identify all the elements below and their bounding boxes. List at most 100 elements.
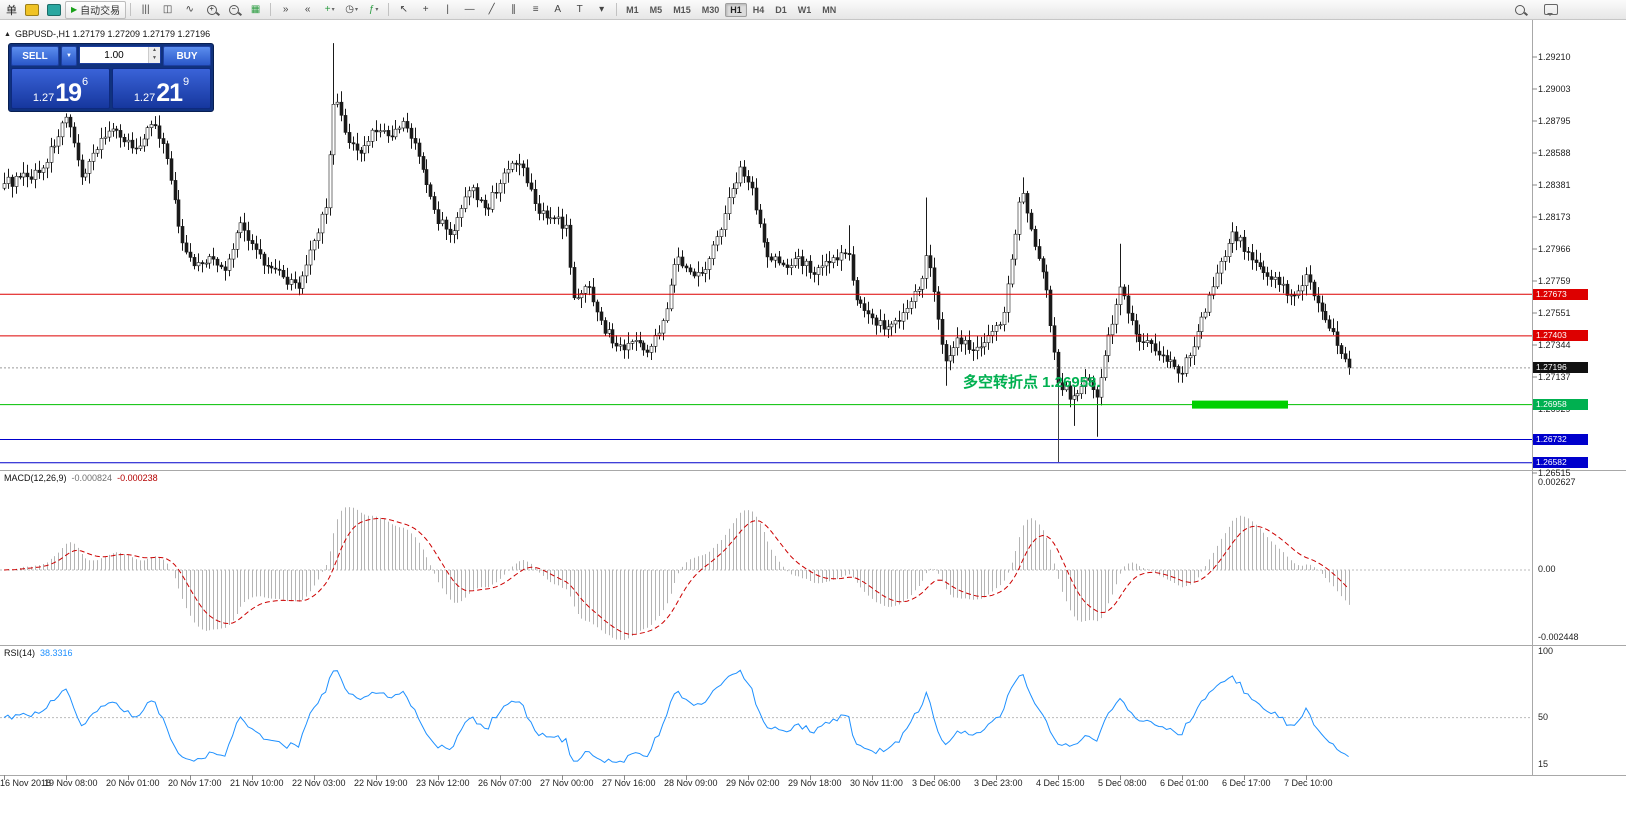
buy-button[interactable]: BUY	[163, 46, 211, 66]
candle-body	[1339, 345, 1344, 354]
chart-ohlc-header: ▲ GBPUSD-,H1 1.27179 1.27209 1.27179 1.2…	[4, 29, 210, 39]
candle-body	[328, 154, 333, 209]
candle-body	[1095, 389, 1100, 398]
candle-body	[60, 122, 65, 138]
candle-body	[676, 256, 681, 265]
candle-body	[804, 260, 809, 267]
sell-button[interactable]: SELL	[11, 46, 59, 66]
fibonacci-icon[interactable]: ≡	[525, 1, 546, 19]
chart-shift-icon[interactable]: «	[297, 1, 318, 19]
candle-body	[130, 139, 135, 149]
candle-body	[1013, 233, 1018, 260]
zoom-in-icon[interactable]: +	[201, 1, 222, 19]
buy-price-prefix: 1.27	[133, 92, 156, 104]
horizontal-line-icon[interactable]: —	[459, 1, 480, 19]
chart-canvas[interactable]	[0, 20, 1626, 823]
timeframe-button-m15[interactable]: M15	[673, 4, 691, 15]
candle-body	[692, 271, 697, 277]
candle-body	[831, 257, 836, 264]
volume-up-button[interactable]: ▲	[149, 47, 160, 55]
candle-body	[913, 290, 918, 302]
timeframe-button-m5[interactable]: M5	[649, 4, 663, 15]
time-axis-label: 4 Dec 15:00	[1036, 778, 1085, 788]
timeframe-button-w1[interactable]: W1	[797, 4, 812, 15]
candle-body	[405, 121, 410, 129]
buy-price-button[interactable]: 1.27 21 9	[112, 68, 211, 109]
autotrading-button[interactable]: ▶ 自动交易	[65, 0, 127, 19]
buy-price-point: 9	[183, 76, 190, 88]
time-axis-label: 26 Nov 07:00	[478, 778, 532, 788]
trendline-icon[interactable]: ╱	[481, 1, 502, 19]
timeframe-button-m30[interactable]: M30	[701, 4, 720, 15]
candle-body	[587, 286, 592, 288]
label-tool-icon[interactable]: T	[569, 1, 590, 19]
highlight-zone-bar[interactable]	[1192, 400, 1288, 409]
candle-body	[1180, 372, 1185, 375]
candle-body	[138, 145, 143, 149]
candle-body	[463, 196, 468, 209]
candle-body	[289, 279, 294, 285]
market-watch-icon[interactable]	[43, 1, 64, 19]
timeframe-button-h1[interactable]: H1	[725, 2, 747, 17]
new-chart-icon[interactable]: + ▾	[319, 1, 340, 19]
candle-body	[1242, 236, 1247, 252]
volume-down-button[interactable]: ▼	[149, 55, 160, 63]
zoom-out-icon[interactable]: −	[223, 1, 244, 19]
price-axis-label: 1.29003	[1538, 84, 1571, 94]
dropdown-arrow-icon[interactable]: ▾	[355, 7, 359, 13]
candle-body	[486, 207, 491, 210]
candle-body	[762, 223, 767, 243]
line-chart-icon[interactable]: ∿	[179, 1, 200, 19]
candle-body	[114, 128, 119, 131]
indicators-icon[interactable]: ƒ ▾	[363, 1, 384, 19]
profiles-icon[interactable]: ◷ ▾	[341, 1, 362, 19]
chat-icon[interactable]	[1540, 1, 1561, 19]
candle-body	[1331, 328, 1336, 333]
buy-price-pips: 21	[156, 79, 183, 107]
shapes-icon[interactable]: ▾	[591, 1, 612, 19]
candle-body	[901, 312, 906, 322]
search-icon[interactable]	[1509, 1, 1530, 19]
candle-body	[343, 115, 348, 133]
volume-dropdown-button[interactable]: ▼	[61, 46, 77, 66]
dropdown-arrow-icon[interactable]: ▾	[331, 7, 335, 13]
bars-chart-icon[interactable]: |||	[135, 1, 156, 19]
timeframe-button-mn[interactable]: MN	[822, 4, 837, 15]
candle-body	[944, 344, 949, 362]
timeframe-button-d1[interactable]: D1	[775, 4, 787, 15]
candle-body	[971, 349, 976, 352]
candle-body	[366, 141, 371, 147]
candle-body	[765, 242, 770, 258]
collapse-panel-icon[interactable]: ▲	[4, 30, 11, 38]
autoscroll-icon[interactable]: »	[275, 1, 296, 19]
candle-body	[1153, 343, 1158, 352]
candle-body	[1110, 323, 1115, 336]
candle-body	[703, 269, 708, 274]
candle-body	[196, 262, 201, 267]
candle-body	[552, 217, 557, 220]
sell-price-button[interactable]: 1.27 19 6	[11, 68, 110, 109]
candle-body	[122, 137, 127, 143]
cursor-icon[interactable]: ↖	[393, 1, 414, 19]
candle-body	[475, 187, 480, 201]
vertical-line-icon[interactable]: |	[437, 1, 458, 19]
volume-spinner: ▲ ▼	[148, 47, 160, 63]
order-menu-label[interactable]: 单	[6, 4, 17, 17]
rsi-value: 38.3316	[40, 648, 73, 658]
candle-body	[1072, 395, 1077, 400]
grid-icon[interactable]: ▦	[245, 1, 266, 19]
crosshair-icon[interactable]: +	[415, 1, 436, 19]
text-tool-icon[interactable]: A	[547, 1, 568, 19]
channel-icon[interactable]: ∥	[503, 1, 524, 19]
candle-body	[483, 199, 488, 209]
volume-input[interactable]	[80, 47, 148, 63]
timeframe-button-m1[interactable]: M1	[626, 4, 639, 15]
candle-body	[827, 260, 832, 264]
candle-body	[1230, 231, 1235, 244]
new-order-icon[interactable]	[21, 1, 42, 19]
dropdown-arrow-icon[interactable]: ▾	[375, 7, 379, 13]
timeframe-button-h4[interactable]: H4	[752, 4, 765, 15]
candle-body	[622, 344, 627, 351]
ohlc-header-text: GBPUSD-,H1 1.27179 1.27209 1.27179 1.271…	[14, 29, 211, 39]
candlestick-chart-icon[interactable]: ◫	[157, 1, 178, 19]
